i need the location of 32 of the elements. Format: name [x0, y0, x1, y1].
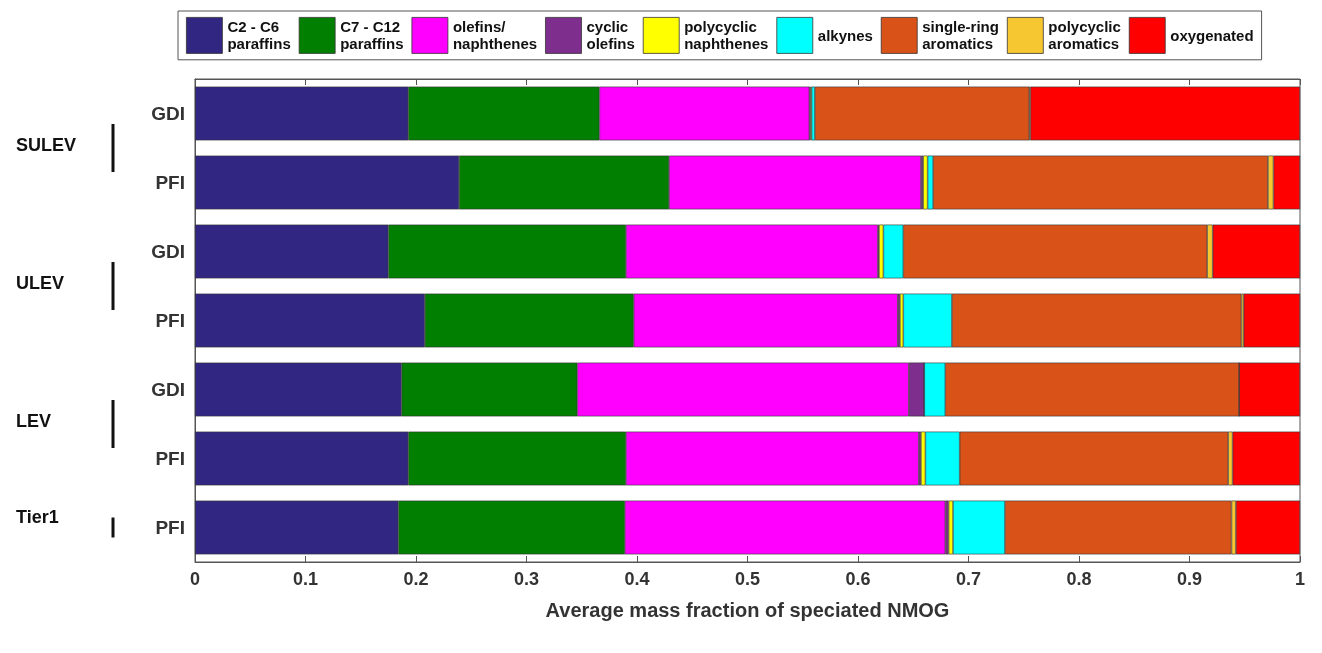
x-tick-label: 0.6	[845, 569, 871, 589]
text: LEV	[16, 411, 52, 431]
x-tick-label: 0.8	[1066, 569, 1092, 589]
legend-label: alkynes	[817, 26, 873, 44]
legend-label: polycyclic aromatics	[1048, 18, 1121, 53]
x-axis-title: Average mass fraction of speciated NMOG	[545, 599, 950, 621]
y-tick-label: GDI	[151, 241, 185, 262]
x-tick-label: 0.3	[513, 569, 540, 589]
x-tick-label: 0.7	[955, 569, 982, 589]
y-tick-label: GDI	[151, 103, 185, 124]
y-tick-label: GDI	[151, 379, 185, 400]
legend-label: C7 - C12 paraffins	[340, 18, 404, 53]
y-tick-label: PFI	[155, 517, 185, 538]
y-tick-label: PFI	[155, 172, 185, 193]
x-tick-label: 0	[189, 569, 201, 589]
x-tick-label: 0.9	[1176, 569, 1203, 589]
y-tick-label: PFI	[155, 448, 185, 469]
legend-label: single-ring aromatics	[922, 18, 999, 53]
legend-label: polycyclic naphthenes	[684, 18, 769, 53]
text: ULEV	[16, 273, 65, 293]
x-tick-label: 0.5	[734, 569, 761, 589]
x-tick-label: 0.1	[292, 569, 319, 589]
x-tick-label: 1	[1294, 569, 1306, 589]
text: Tier1	[16, 506, 59, 527]
text: SULEV	[16, 135, 77, 155]
x-tick-label: 0.2	[403, 569, 429, 589]
legend-label: cyclic olefins	[586, 18, 635, 53]
x-tick-label: 0.4	[624, 569, 650, 589]
legend-label: olefins/ naphthenes	[452, 18, 538, 53]
legend-label: C2 - C6 paraffins	[227, 18, 291, 53]
legend-label: oxygenated	[1170, 26, 1254, 44]
y-tick-label: PFI	[155, 310, 185, 331]
